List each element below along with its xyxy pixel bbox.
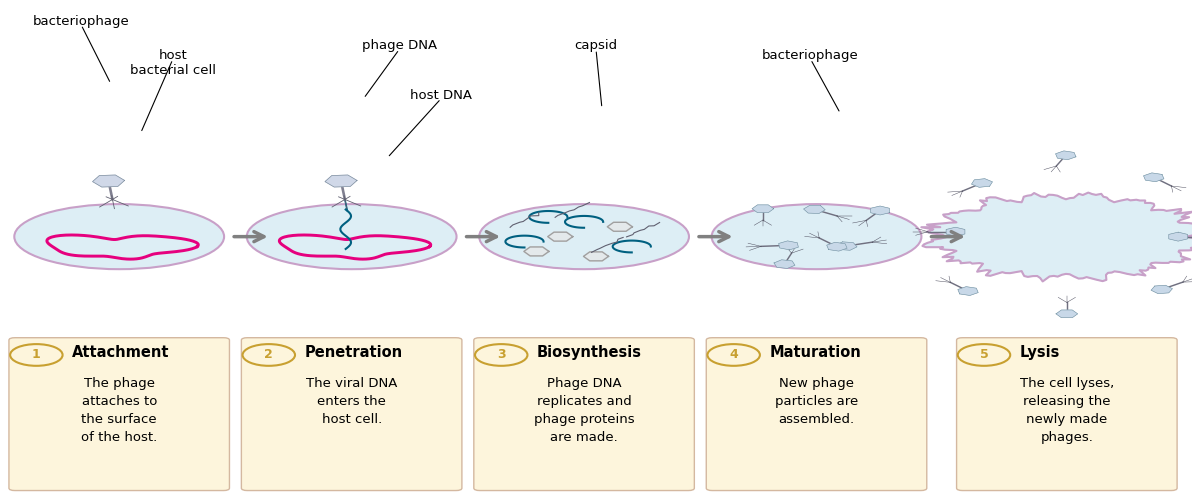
Polygon shape — [1151, 285, 1173, 294]
Polygon shape — [524, 247, 548, 256]
Circle shape — [474, 344, 527, 366]
Text: The viral DNA
enters the
host cell.: The viral DNA enters the host cell. — [306, 377, 397, 426]
Polygon shape — [1169, 232, 1187, 241]
Ellipse shape — [14, 204, 224, 269]
Ellipse shape — [712, 204, 921, 269]
Text: Lysis: Lysis — [1020, 345, 1060, 360]
Polygon shape — [1056, 151, 1076, 160]
Text: 1: 1 — [32, 349, 41, 361]
Text: Maturation: Maturation — [770, 345, 861, 360]
Polygon shape — [93, 175, 125, 187]
Polygon shape — [608, 222, 632, 231]
Text: host
bacterial cell: host bacterial cell — [130, 49, 216, 77]
FancyBboxPatch shape — [10, 338, 229, 491]
Circle shape — [957, 344, 1011, 366]
Ellipse shape — [247, 204, 457, 269]
Polygon shape — [778, 241, 799, 250]
Circle shape — [243, 344, 294, 366]
Text: bacteriophage: bacteriophage — [762, 49, 859, 62]
Polygon shape — [1143, 173, 1163, 182]
Polygon shape — [325, 175, 358, 187]
Text: 2: 2 — [265, 349, 273, 361]
Circle shape — [708, 344, 760, 366]
FancyBboxPatch shape — [241, 338, 461, 491]
Text: bacteriophage: bacteriophage — [32, 15, 130, 28]
Text: The cell lyses,
releasing the
newly made
phages.: The cell lyses, releasing the newly made… — [1019, 377, 1115, 444]
Polygon shape — [827, 242, 848, 251]
Text: 5: 5 — [980, 349, 988, 361]
Text: Attachment: Attachment — [73, 345, 169, 360]
Text: Phage DNA
replicates and
phage proteins
are made.: Phage DNA replicates and phage proteins … — [534, 377, 634, 444]
Text: host DNA: host DNA — [410, 89, 472, 102]
Polygon shape — [584, 252, 608, 261]
Polygon shape — [921, 193, 1192, 282]
Text: Penetration: Penetration — [305, 345, 403, 360]
Polygon shape — [547, 232, 572, 241]
Text: capsid: capsid — [575, 39, 617, 52]
Text: New phage
particles are
assembled.: New phage particles are assembled. — [775, 377, 858, 426]
Circle shape — [11, 344, 63, 366]
Text: The phage
attaches to
the surface
of the host.: The phage attaches to the surface of the… — [81, 377, 157, 444]
Text: phage DNA: phage DNA — [361, 39, 437, 52]
Polygon shape — [946, 227, 964, 236]
Polygon shape — [870, 206, 889, 215]
FancyBboxPatch shape — [473, 338, 694, 491]
Polygon shape — [803, 205, 825, 213]
Text: 4: 4 — [730, 349, 738, 361]
FancyBboxPatch shape — [706, 338, 927, 491]
Polygon shape — [958, 286, 979, 295]
Polygon shape — [836, 242, 857, 250]
Polygon shape — [752, 205, 774, 212]
Ellipse shape — [479, 204, 689, 269]
FancyBboxPatch shape — [956, 338, 1178, 491]
Polygon shape — [774, 260, 795, 268]
Text: Biosynthesis: Biosynthesis — [536, 345, 642, 360]
Text: 3: 3 — [497, 349, 505, 361]
Polygon shape — [1056, 310, 1078, 317]
Polygon shape — [971, 178, 993, 187]
